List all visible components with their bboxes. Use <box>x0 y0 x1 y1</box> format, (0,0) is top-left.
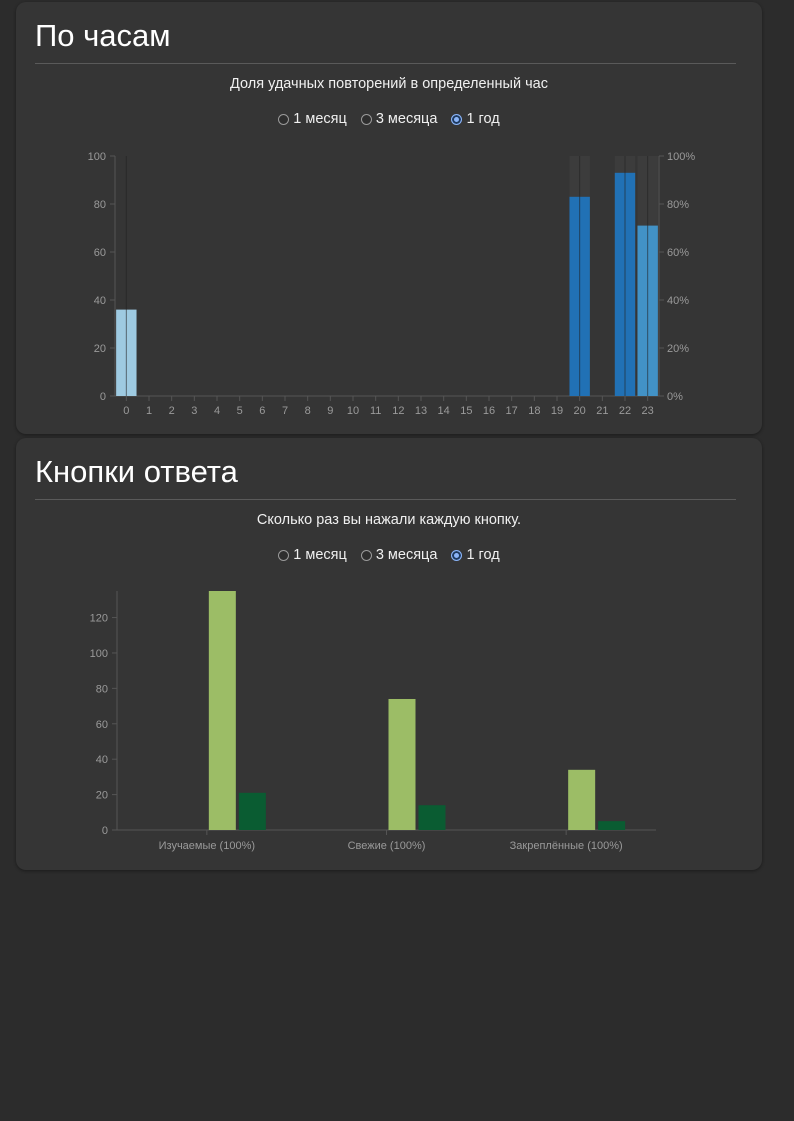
buttons-range-1-month-label: 1 месяц <box>293 547 347 563</box>
x-axis-tick-label: 22 <box>619 405 631 417</box>
y-axis-tick-label: 60 <box>96 719 108 731</box>
hours-range-1-year-label: 1 год <box>466 111 500 127</box>
right-axis-tick-label: 80% <box>667 199 689 211</box>
buttons-chart: 0 20 40 60 80 100 120 Изучаемые (100%) Свежие (1… <box>90 591 656 852</box>
y-axis-tick-label: 80 <box>96 683 108 695</box>
y-axis-tick-label: 20 <box>96 790 108 802</box>
x-axis-tick-label: Изучаемые (100%) <box>159 840 255 852</box>
buttons-range-3-months-label: 3 месяца <box>375 547 438 563</box>
hours-range-1-year[interactable]: 1 год <box>451 111 500 127</box>
hours-range-3-months[interactable]: 3 месяца <box>360 111 438 127</box>
hours-title: По часам <box>35 18 171 53</box>
left-axis-tick-label: 60 <box>94 247 106 259</box>
x-axis-tick-label: 13 <box>415 405 427 417</box>
buttons-range-3-months[interactable]: 3 месяца <box>360 547 438 563</box>
x-axis-tick-label: 4 <box>214 405 220 417</box>
button-count-bar-light <box>388 698 416 830</box>
hours-divider <box>35 63 736 64</box>
x-axis-tick-label: 17 <box>506 405 518 417</box>
x-axis-tick-label: 11 <box>370 405 381 417</box>
right-axis-tick-label: 60% <box>667 247 689 259</box>
x-axis-tick-label: 23 <box>642 405 654 417</box>
buttons-range-1-year[interactable]: 1 год <box>451 547 500 563</box>
x-axis-tick-label: 20 <box>574 405 586 417</box>
buttons-card: Кнопки ответа Сколько раз вы нажали кажд… <box>16 438 762 870</box>
x-axis-tick-label: 10 <box>347 405 359 417</box>
x-axis-tick-label: 3 <box>191 405 197 417</box>
y-axis-tick-label: 120 <box>90 613 108 625</box>
buttons-range-1-year-label: 1 год <box>466 547 500 563</box>
x-axis-tick-label: 19 <box>551 405 563 417</box>
left-axis-tick-label: 80 <box>94 199 106 211</box>
radio-selected-icon[interactable] <box>451 113 463 125</box>
buttons-range-selector: 1 месяц 3 месяца 1 год <box>16 547 762 563</box>
right-axis-tick-label: 0% <box>667 391 683 403</box>
radio-icon[interactable] <box>278 113 290 125</box>
right-axis-tick-label: 40% <box>667 295 689 307</box>
left-axis-tick-label: 0 <box>100 391 106 403</box>
y-axis-tick-label: 0 <box>102 825 108 837</box>
x-axis-tick-label: 18 <box>528 405 540 417</box>
x-axis-tick-label: Свежие (100%) <box>348 840 426 852</box>
left-axis-tick-label: 100 <box>88 151 106 163</box>
x-axis-tick-label: 0 <box>123 405 129 417</box>
x-axis-tick-label: 1 <box>146 405 152 417</box>
x-axis-tick-label: 14 <box>438 405 450 417</box>
buttons-range-1-month[interactable]: 1 месяц <box>278 547 347 563</box>
button-count-bar-light <box>208 591 236 830</box>
radio-selected-icon[interactable] <box>451 549 463 561</box>
x-axis-tick-label: 8 <box>305 405 311 417</box>
radio-icon[interactable] <box>278 549 290 561</box>
radio-icon[interactable] <box>360 113 372 125</box>
radio-icon[interactable] <box>360 549 372 561</box>
hours-range-selector: 1 месяц 3 месяца 1 год <box>16 111 762 127</box>
buttons-subtitle: Сколько раз вы нажали каждую кнопку. <box>256 512 522 528</box>
hours-range-1-month-label: 1 месяц <box>293 111 347 127</box>
y-axis-tick-label: 100 <box>90 648 108 660</box>
y-axis-tick-label: 40 <box>96 754 108 766</box>
x-axis-tick-label: 16 <box>483 405 495 417</box>
x-axis-tick-label: 7 <box>282 405 288 417</box>
left-axis-tick-label: 40 <box>94 295 106 307</box>
buttons-divider <box>35 499 736 500</box>
right-axis-tick-label: 20% <box>667 343 689 355</box>
hours-range-1-month[interactable]: 1 месяц <box>278 111 347 127</box>
x-axis-tick-label: 15 <box>460 405 472 417</box>
x-axis-tick-label: 12 <box>392 405 404 417</box>
x-axis-tick-label: 6 <box>259 405 265 417</box>
button-count-bar-dark <box>598 821 626 830</box>
left-axis-tick-label: 20 <box>94 343 106 355</box>
hours-subtitle: Доля удачных повторений в определенный ч… <box>230 76 548 92</box>
hours-card: По часам Доля удачных повторений в опред… <box>16 2 762 434</box>
buttons-title: Кнопки ответа <box>35 454 238 489</box>
x-axis-tick-label: Закреплённые (100%) <box>510 840 623 852</box>
x-axis-tick-label: 9 <box>327 405 333 417</box>
x-axis-tick-label: 2 <box>169 405 175 417</box>
right-axis-tick-label: 100% <box>667 151 695 163</box>
button-count-bar-dark <box>238 792 266 830</box>
x-axis-tick-label: 21 <box>596 405 608 417</box>
x-axis-tick-label: 5 <box>237 405 243 417</box>
button-count-bar-dark <box>418 805 446 830</box>
hours-range-3-months-label: 3 месяца <box>375 111 438 127</box>
button-count-bar-light <box>568 769 596 830</box>
